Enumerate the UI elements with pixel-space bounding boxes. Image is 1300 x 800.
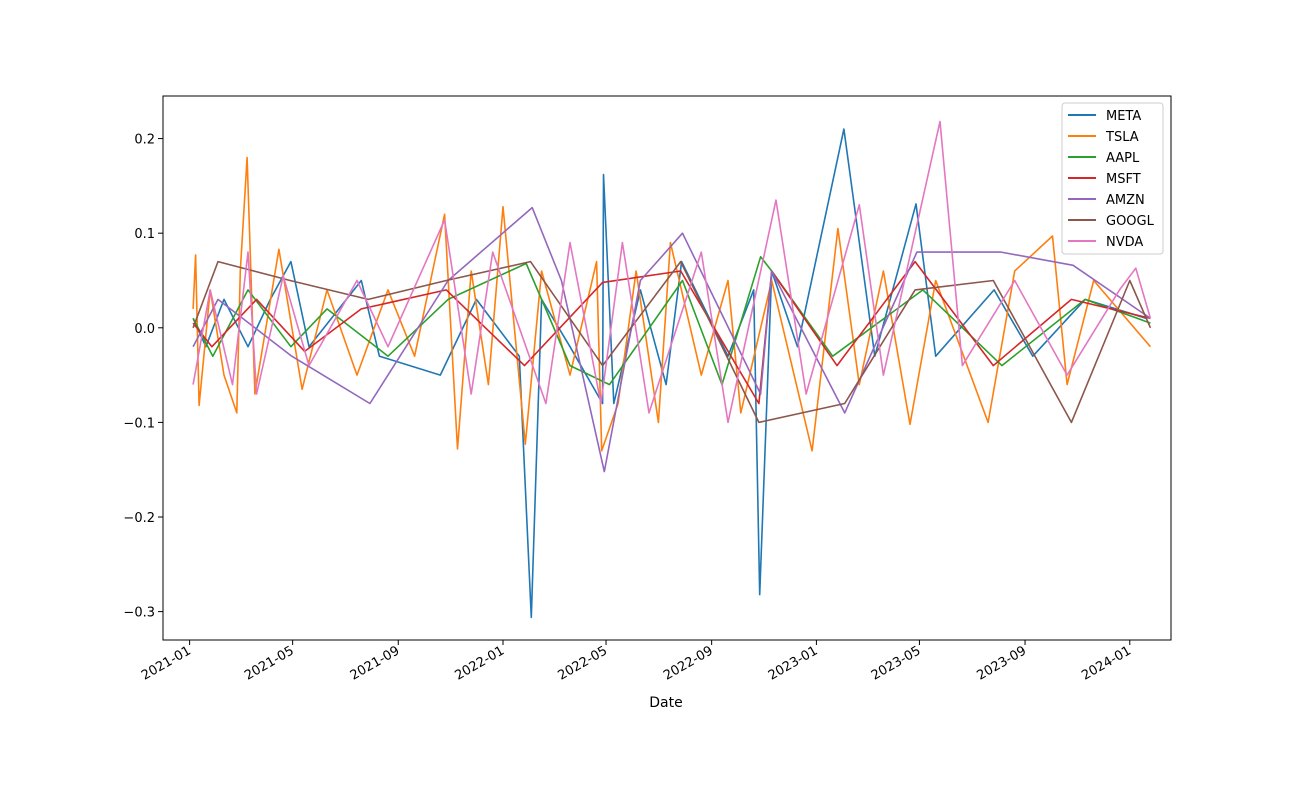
legend-label-msft: MSFT	[1106, 172, 1141, 187]
y-tick-label: −0.3	[123, 606, 155, 621]
y-axis: 0.2 0.1 0.0 −0.1 −0.2 −0.3	[123, 133, 163, 621]
series-line-meta	[192, 128, 1147, 619]
series-line-msft	[192, 260, 1151, 405]
x-axis-label: Date	[649, 695, 682, 711]
plot-frame	[162, 95, 1172, 641]
y-tick-label: 0.2	[134, 133, 155, 148]
legend-label-aapl: AAPL	[1106, 151, 1140, 166]
y-tick-label: −0.1	[123, 416, 155, 431]
series-line-nvda	[192, 120, 1152, 424]
y-tick-label: 0.0	[134, 322, 155, 337]
legend-box	[1061, 102, 1164, 255]
series-line-amzn	[192, 206, 1151, 473]
legend-label-amzn: AMZN	[1106, 193, 1145, 208]
series-line-aapl	[192, 255, 1151, 386]
legend-label-googl: GOOGL	[1106, 214, 1155, 229]
series-line-tsla	[192, 156, 1152, 452]
series-layer	[192, 120, 1152, 619]
legend-label-tsla: TSLA	[1105, 130, 1139, 145]
legend-label-nvda: NVDA	[1106, 235, 1143, 250]
legend-label-meta: META	[1106, 109, 1141, 124]
y-tick-label: 0.1	[134, 227, 155, 242]
y-tick-label: −0.2	[123, 511, 155, 526]
legend: META TSLA AAPL MSFT AMZN GOOGL NVDA	[1061, 102, 1164, 255]
series-line-googl	[192, 260, 1152, 424]
